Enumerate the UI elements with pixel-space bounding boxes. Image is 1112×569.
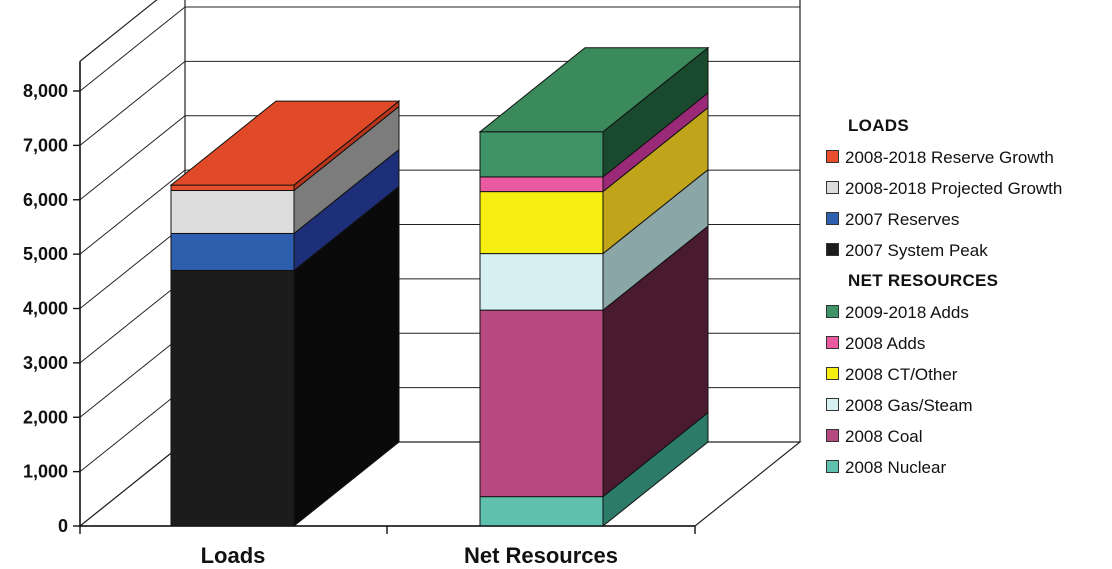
- legend-item: 2009-2018 Adds: [826, 296, 1106, 327]
- legend-label: 2008 Nuclear: [845, 458, 947, 478]
- bar-segment-front: [479, 309, 604, 498]
- bar-segment-front: [170, 232, 295, 271]
- legend-swatch: [826, 335, 839, 349]
- y-tick-label: 5,000: [23, 244, 68, 264]
- bar-segment: [170, 185, 400, 528]
- bar-segment: [478, 46, 710, 178]
- legend-item: 2008-2018 Reserve Growth: [826, 141, 1106, 172]
- bar-segment-front: [479, 253, 604, 311]
- legend-label: 2008 Coal: [845, 427, 923, 447]
- bar-segment-front: [479, 496, 604, 527]
- bar-segment-front: [170, 184, 295, 192]
- legend-label: 2008 Gas/Steam: [845, 396, 973, 416]
- y-tick-label: 4,000: [23, 299, 68, 319]
- x-tick-label: Net Resources: [464, 543, 618, 568]
- gridline-side-4: [79, 224, 186, 309]
- bars: [169, 46, 710, 528]
- legend-item: 2008 Coal: [826, 420, 1106, 451]
- bar-segment-front: [479, 131, 604, 178]
- gridline-side-8: [79, 6, 186, 92]
- bar-segment: [479, 168, 709, 312]
- legend-label: 2009-2018 Adds: [845, 303, 969, 323]
- y-tick-label: 7,000: [23, 135, 68, 155]
- legend-heading: NET RESOURCES: [848, 271, 999, 290]
- legend-swatch: [826, 397, 839, 411]
- legend-swatch: [826, 428, 839, 442]
- legend-swatch: [826, 459, 839, 473]
- gridline-side-2: [79, 332, 186, 418]
- bar-segment: [169, 100, 401, 192]
- bar-segment: [479, 106, 709, 255]
- y-tick-label: 8,000: [23, 81, 68, 101]
- legend-item: 2007 Reserves: [826, 203, 1106, 234]
- gridline-side-7: [79, 60, 186, 146]
- gridline-side-3: [79, 278, 186, 364]
- x-tick-label: Loads: [201, 543, 266, 568]
- y-tick-label: 6,000: [23, 190, 68, 210]
- y-tick-label: 2,000: [23, 407, 68, 427]
- legend-swatch: [826, 211, 839, 225]
- legend-swatch: [826, 304, 839, 318]
- bar-top-face: [169, 100, 401, 186]
- legend-item: 2008 Gas/Steam: [826, 389, 1106, 420]
- y-tick-label: 3,000: [23, 353, 68, 373]
- bar-segment: [170, 148, 400, 272]
- legend-label: 2007 System Peak: [845, 241, 988, 261]
- legend-swatch: [826, 180, 839, 194]
- y-tick-label: 0: [58, 516, 68, 536]
- legend-swatch: [826, 149, 839, 163]
- legend-label: 2008 CT/Other: [845, 365, 958, 385]
- legend-item: 2008 Adds: [826, 327, 1106, 358]
- bar-segment-front: [479, 176, 604, 193]
- y-axis: 0 1,000 2,000 3,000 4,000 5,000 6,000 7,000 8,00…: [23, 61, 81, 536]
- gridline-side-6: [79, 115, 186, 201]
- side-wall-top-edge: [79, 0, 158, 62]
- legend-label: 2008-2018 Projected Growth: [845, 179, 1063, 199]
- bar-top-face: [478, 47, 710, 133]
- legend: LOADS 2008-2018 Reserve Growth 2008-2018 P…: [826, 110, 1106, 482]
- legend-heading: LOADS: [848, 116, 909, 135]
- x-axis: Loads Net Resources: [79, 525, 696, 568]
- legend-swatch: [826, 366, 839, 380]
- bar-segment: [479, 225, 709, 498]
- legend-label: 2008-2018 Reserve Growth: [845, 148, 1054, 168]
- gridline-side-1: [79, 387, 186, 473]
- bar-segment-front: [170, 190, 295, 234]
- bar-segment-front: [170, 269, 295, 527]
- gridline-side-5: [79, 169, 186, 255]
- legend-swatch: [826, 242, 839, 256]
- y-tick-label: 1,000: [23, 462, 68, 482]
- legend-item: 2008 Nuclear: [826, 451, 1106, 482]
- legend-item: 2007 System Peak: [826, 234, 1106, 265]
- legend-item: 2008-2018 Projected Growth: [826, 172, 1106, 203]
- bar-segment-front: [479, 191, 604, 255]
- legend-label: 2008 Adds: [845, 334, 926, 354]
- legend-item: 2008 CT/Other: [826, 358, 1106, 389]
- legend-label: 2007 Reserves: [845, 210, 960, 230]
